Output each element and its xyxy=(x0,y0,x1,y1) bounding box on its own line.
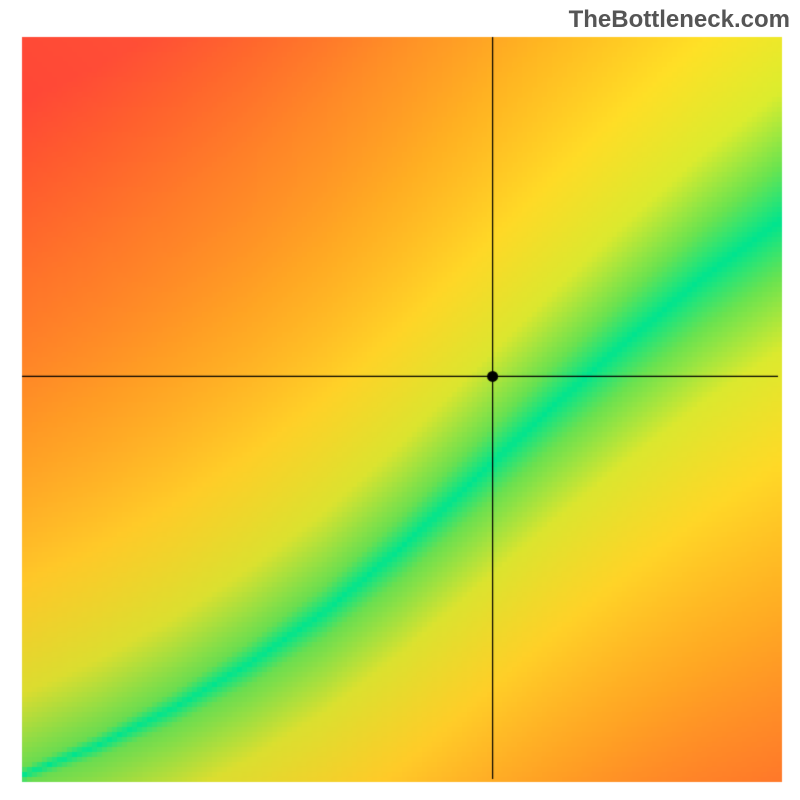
heatmap-canvas xyxy=(0,0,800,800)
chart-container: TheBottleneck.com xyxy=(0,0,800,800)
watermark-text: TheBottleneck.com xyxy=(569,6,790,34)
